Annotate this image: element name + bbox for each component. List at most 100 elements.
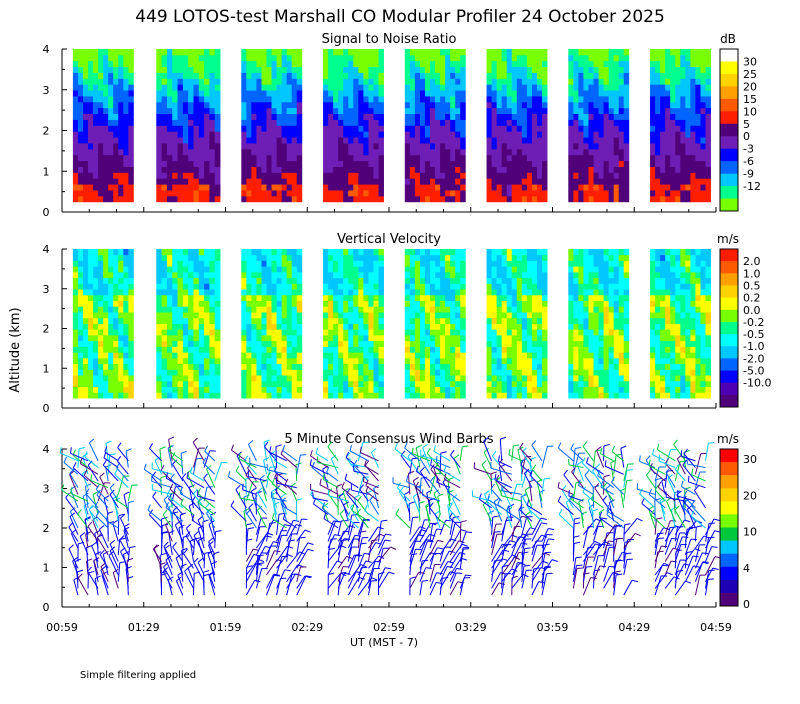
heatmap-cell <box>680 161 685 167</box>
heatmap-cell <box>512 301 517 307</box>
heatmap-cell <box>650 306 655 312</box>
heatmap-cell <box>267 278 272 284</box>
heatmap-cell <box>358 312 363 318</box>
heatmap-cell <box>118 329 123 335</box>
heatmap-cell <box>487 167 492 173</box>
heatmap-cell <box>624 255 629 261</box>
heatmap-cell <box>542 84 547 90</box>
heatmap-cell <box>272 155 277 161</box>
heatmap-cell <box>425 249 430 255</box>
heatmap-cell <box>338 120 343 126</box>
heatmap-cell <box>420 295 425 301</box>
heatmap-cell <box>522 392 527 398</box>
heatmap-cell <box>215 131 221 137</box>
heatmap-cell <box>507 73 512 79</box>
heatmap-cell <box>297 178 302 184</box>
heatmap-cell <box>183 312 189 318</box>
heatmap-cell <box>573 149 578 155</box>
heatmap-cell <box>609 387 614 393</box>
heatmap-cell <box>88 184 93 190</box>
heatmap-cell <box>209 341 215 347</box>
heatmap-cell <box>272 266 277 272</box>
heatmap-cell <box>353 155 358 161</box>
heatmap-cell <box>675 172 680 178</box>
heatmap-cell <box>123 306 128 312</box>
heatmap-cell <box>272 184 277 190</box>
heatmap-cell <box>73 358 78 364</box>
heatmap-cell <box>368 346 373 352</box>
heatmap-cell <box>675 255 680 261</box>
heatmap-cell <box>660 196 665 202</box>
heatmap-cell <box>282 84 287 90</box>
heatmap-cell <box>497 381 502 387</box>
heatmap-cell <box>578 96 583 102</box>
heatmap-cell <box>215 341 221 347</box>
heatmap-cell <box>650 155 655 161</box>
heatmap-cell <box>103 255 108 261</box>
heatmap-cell <box>624 324 629 330</box>
heatmap-cell <box>261 306 266 312</box>
heatmap-cell <box>568 161 573 167</box>
heatmap-cell <box>287 375 292 381</box>
heatmap-cell <box>420 324 425 330</box>
heatmap-cell <box>619 352 624 358</box>
heatmap-cell <box>353 260 358 266</box>
heatmap-cell <box>282 341 287 347</box>
heatmap-cell <box>256 73 261 79</box>
heatmap-cell <box>487 137 492 143</box>
heatmap-cell <box>297 102 302 108</box>
heatmap-cell <box>435 272 440 278</box>
heatmap-cell <box>188 329 194 335</box>
heatmap-cell <box>700 67 705 73</box>
heatmap-cell <box>343 84 348 90</box>
heatmap-cell <box>103 137 108 143</box>
heatmap-cell <box>492 120 497 126</box>
heatmap-cell <box>183 392 189 398</box>
heatmap-cell <box>665 329 670 335</box>
heatmap-cell <box>256 375 261 381</box>
heatmap-cell <box>343 387 348 393</box>
heatmap-cell <box>542 78 547 84</box>
heatmap-cell <box>123 114 128 120</box>
heatmap-cell <box>348 149 353 155</box>
heatmap-cell <box>650 324 655 330</box>
heatmap-cell <box>573 161 578 167</box>
heatmap-cell <box>78 306 83 312</box>
heatmap-cell <box>128 120 133 126</box>
heatmap-cell <box>420 352 425 358</box>
heatmap-cell <box>353 364 358 370</box>
heatmap-cell <box>215 272 221 278</box>
heatmap-cell <box>277 375 282 381</box>
heatmap-cell <box>323 190 328 196</box>
heatmap-cell <box>215 178 221 184</box>
heatmap-cell <box>578 375 583 381</box>
heatmap-cell <box>338 289 343 295</box>
heatmap-cell <box>172 78 178 84</box>
heatmap-cell <box>650 266 655 272</box>
heatmap-cell <box>113 137 118 143</box>
heatmap-cell <box>156 178 162 184</box>
heatmap-cell <box>415 137 420 143</box>
heatmap-cell <box>113 312 118 318</box>
heatmap-cell <box>568 249 573 255</box>
heatmap-cell <box>156 90 162 96</box>
heatmap-cell <box>172 184 178 190</box>
heatmap-cell <box>333 114 338 120</box>
heatmap-cell <box>609 346 614 352</box>
heatmap-cell <box>162 78 168 84</box>
heatmap-cell <box>333 364 338 370</box>
heatmap-cell <box>167 352 173 358</box>
heatmap-cell <box>267 301 272 307</box>
heatmap-cell <box>379 381 384 387</box>
heatmap-cell <box>83 84 88 90</box>
heatmap-cell <box>695 149 700 155</box>
heatmap-cell <box>183 190 189 196</box>
heatmap-cell <box>328 283 333 289</box>
heatmap-cell <box>614 184 619 190</box>
heatmap-cell <box>440 272 445 278</box>
heatmap-cell <box>108 381 113 387</box>
heatmap-cell <box>358 149 363 155</box>
heatmap-cell <box>527 78 532 84</box>
heatmap-cell <box>522 329 527 335</box>
heatmap-cell <box>292 318 297 324</box>
